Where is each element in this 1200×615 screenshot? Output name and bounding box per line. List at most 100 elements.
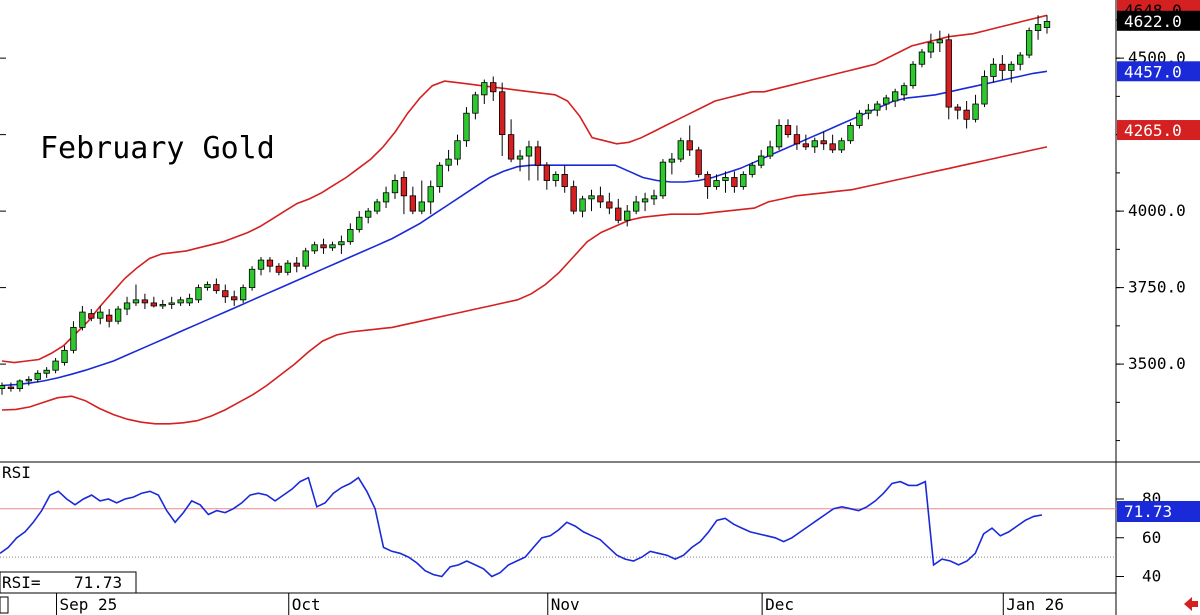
candle bbox=[606, 192, 613, 215]
candle bbox=[1008, 61, 1015, 83]
candle bbox=[874, 100, 881, 117]
candle bbox=[97, 305, 104, 325]
candle bbox=[499, 82, 506, 157]
candle bbox=[257, 257, 265, 276]
candle-body bbox=[239, 287, 247, 301]
candle bbox=[865, 104, 872, 120]
candle-body bbox=[365, 210, 372, 218]
price-tag: 4622.0 bbox=[1117, 10, 1200, 31]
candle-body bbox=[784, 125, 792, 136]
candle-body bbox=[561, 173, 568, 188]
candle bbox=[731, 171, 738, 193]
candle bbox=[132, 284, 140, 306]
candle bbox=[624, 204, 631, 227]
candle-body bbox=[918, 51, 926, 65]
candle-body bbox=[516, 155, 524, 160]
candle-body bbox=[257, 259, 265, 270]
candle bbox=[686, 125, 693, 157]
candle bbox=[999, 55, 1006, 80]
candle-body bbox=[1008, 63, 1015, 71]
candle bbox=[88, 309, 95, 322]
candle-body bbox=[1043, 21, 1051, 28]
candle bbox=[945, 33, 952, 120]
time-tick-label: Jan 26 bbox=[1006, 595, 1064, 614]
candle bbox=[525, 140, 533, 181]
price-tick-label: 3500.0 bbox=[1128, 354, 1186, 373]
candle bbox=[284, 260, 291, 276]
candle-body bbox=[811, 140, 818, 148]
candle-body bbox=[856, 112, 863, 126]
candle-body bbox=[123, 302, 131, 310]
candle-body bbox=[195, 287, 202, 301]
scroll-handle[interactable] bbox=[0, 596, 9, 614]
candle bbox=[1043, 15, 1051, 34]
candle-body bbox=[490, 82, 497, 93]
scroll-left-arrow-icon[interactable] bbox=[1184, 597, 1198, 611]
price-panel bbox=[0, 14, 1051, 425]
candle bbox=[70, 321, 77, 354]
candle-body bbox=[624, 210, 631, 221]
candle-body bbox=[838, 140, 845, 151]
price-tag: 4265.0 bbox=[1117, 120, 1200, 141]
candle-body bbox=[338, 241, 345, 246]
candle bbox=[34, 370, 41, 383]
rsi-reference-lines bbox=[0, 508, 1116, 558]
candle-body bbox=[373, 201, 381, 212]
candle-body bbox=[704, 173, 711, 188]
candle bbox=[266, 257, 274, 273]
candle bbox=[311, 241, 318, 254]
candle bbox=[114, 305, 122, 325]
candle bbox=[1025, 27, 1033, 59]
candle-body bbox=[177, 299, 184, 304]
candle-body bbox=[749, 164, 756, 175]
lower-band-line bbox=[1, 146, 1048, 425]
candle-body bbox=[891, 91, 899, 102]
candle bbox=[481, 79, 488, 105]
rsi-last-value-text: 71.73 bbox=[1124, 502, 1172, 521]
candle-body bbox=[954, 106, 961, 111]
candle bbox=[320, 238, 327, 254]
candle-body bbox=[650, 195, 658, 200]
candle-body bbox=[570, 186, 577, 212]
candle bbox=[43, 367, 50, 378]
candle bbox=[445, 149, 452, 172]
candle-body bbox=[963, 109, 970, 120]
candle bbox=[7, 382, 15, 392]
candle-body bbox=[606, 201, 613, 209]
candle-body bbox=[275, 265, 283, 273]
candle-body bbox=[70, 326, 77, 351]
candle-body bbox=[472, 94, 479, 114]
candle-body bbox=[713, 180, 720, 188]
candle-body bbox=[34, 372, 41, 380]
candle-body bbox=[874, 103, 881, 111]
candle-body bbox=[43, 369, 50, 374]
candle bbox=[356, 211, 363, 233]
candle-body bbox=[231, 296, 238, 301]
candle bbox=[749, 162, 756, 178]
candle bbox=[418, 180, 425, 215]
candle bbox=[436, 162, 443, 193]
price-tick-label: 4000.0 bbox=[1128, 201, 1186, 220]
candle-body bbox=[52, 360, 59, 371]
candle bbox=[650, 189, 658, 205]
candle bbox=[106, 309, 113, 328]
candle-body bbox=[525, 146, 533, 157]
price-tag: 4457.0 bbox=[1117, 61, 1200, 82]
candle-body bbox=[900, 85, 908, 96]
candle bbox=[239, 284, 247, 303]
candle bbox=[695, 146, 702, 178]
candle bbox=[141, 293, 149, 310]
candle bbox=[391, 174, 399, 199]
upper-band-line bbox=[1, 14, 1048, 364]
candle bbox=[168, 296, 175, 310]
candle-body bbox=[454, 140, 461, 160]
candle bbox=[883, 94, 890, 111]
candle bbox=[588, 189, 595, 212]
candle-body bbox=[829, 143, 836, 151]
candle-body bbox=[79, 311, 86, 328]
candle bbox=[784, 119, 792, 138]
candle bbox=[204, 281, 211, 291]
price-tag-text: 4265.0 bbox=[1124, 121, 1182, 140]
candle-body bbox=[409, 195, 417, 212]
time-tick-label: Nov bbox=[551, 595, 580, 614]
